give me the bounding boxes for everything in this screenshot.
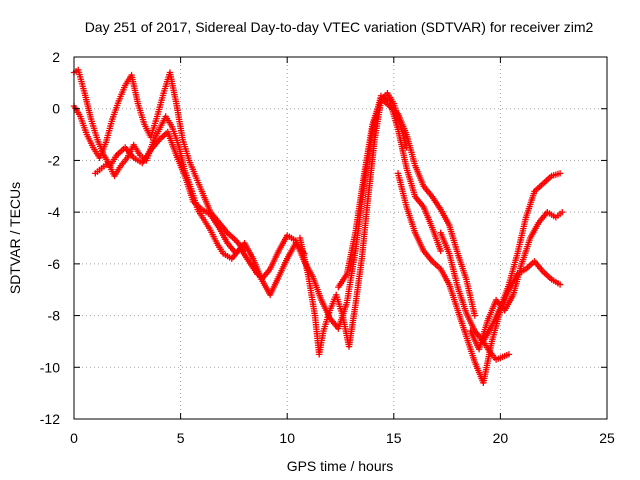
series-sat-track-g [394,170,564,386]
data-point [471,312,479,319]
y-tick-label: -2 [48,152,61,168]
series-sat-track-h [437,170,564,345]
x-axis-label: GPS time / hours [287,458,394,474]
x-tick-label: 0 [70,430,78,446]
y-tick-label: -12 [40,411,60,427]
plot-frame [73,56,608,420]
x-tick-label: 10 [279,430,295,446]
y-tick-label: -8 [48,308,61,324]
y-tick-label: -10 [40,359,60,375]
series-sat-track-b [70,69,248,255]
series-sat-track-i [467,208,566,353]
x-tick-label: 25 [599,430,615,446]
x-tick-label: 15 [386,430,402,446]
y-tick-label: 2 [52,49,60,65]
data-point [437,247,444,255]
series-sat-track-j [480,338,513,363]
data-point [559,208,566,216]
data-point [505,351,513,358]
data-point [556,170,564,177]
y-tick-label: 0 [52,101,60,117]
axis-ticks: 0 5 10 15 20 25 -12 -10 -8 -6 -4 -2 0 2 [40,49,615,446]
data-marks [70,66,566,386]
series-sat-track-e [296,90,410,358]
y-tick-label: -4 [48,204,61,220]
y-axis-label: SDTVAR / TECUs [7,182,23,294]
x-tick-label: 5 [177,430,185,446]
y-tick-label: -6 [48,256,61,272]
chart-title: Day 251 of 2017, Sidereal Day-to-day VTE… [85,19,594,35]
data-point [556,281,564,288]
x-tick-label: 20 [493,430,509,446]
series-sat-track-f [335,95,479,319]
series-sat-track-c [92,113,261,278]
